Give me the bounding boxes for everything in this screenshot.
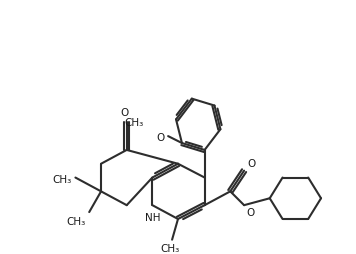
Text: CH₃: CH₃ [66,217,85,227]
Text: CH₃: CH₃ [52,174,72,184]
Text: O: O [156,133,164,143]
Text: CH₃: CH₃ [124,118,143,128]
Text: O: O [248,159,256,169]
Text: O: O [246,208,254,218]
Text: O: O [121,108,129,118]
Text: NH: NH [145,213,160,223]
Text: CH₃: CH₃ [161,244,180,253]
